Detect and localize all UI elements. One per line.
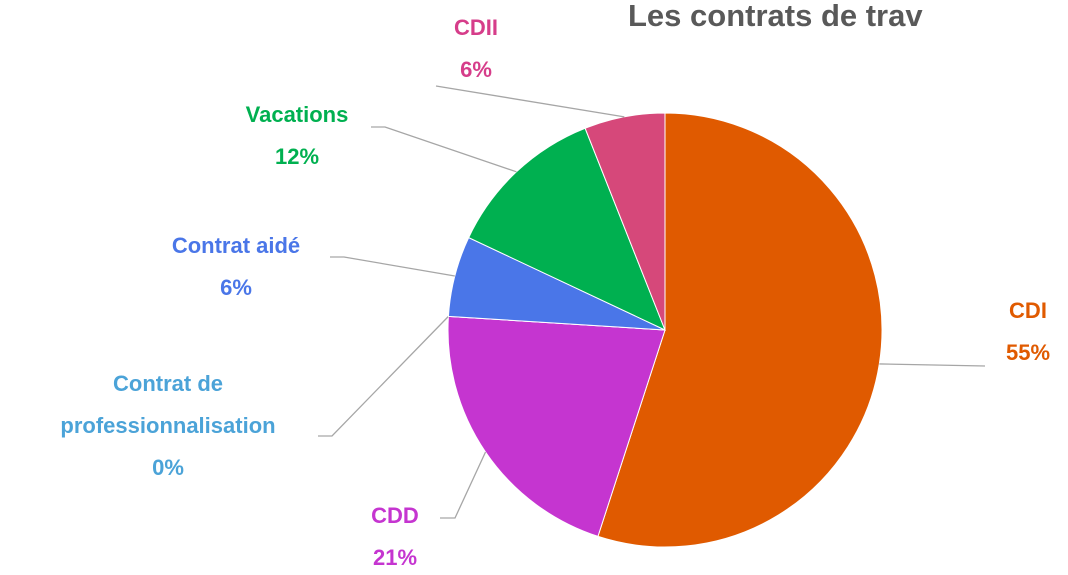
slice-label: Contrat aidé (171, 233, 301, 258)
slice-value-label: 6% (220, 275, 252, 300)
slice-label: CDD (371, 503, 419, 528)
pie-slice (467, 127, 666, 331)
pie-slice (447, 315, 666, 538)
slice-label: CDI (1009, 298, 1047, 323)
leader-line (318, 315, 449, 437)
leader-line (440, 451, 487, 519)
slice-value-label: 55% (1005, 340, 1051, 365)
slice-label: CDII (454, 15, 498, 40)
leader-line (330, 256, 455, 277)
slice-label: Contrat de professionnalisation (60, 371, 276, 438)
slice-value-label: 12% (274, 144, 320, 169)
leader-line (435, 85, 625, 118)
slice-value-label: 6% (460, 57, 492, 82)
leader-line (371, 126, 517, 173)
slice-value-label: 0% (152, 455, 184, 480)
leader-line (879, 363, 986, 367)
pie-slice (584, 112, 666, 331)
slice-value-label: 21% (372, 545, 418, 570)
slice-label: Vacations (245, 102, 349, 127)
chart-title: Les contrats de trav (628, 0, 923, 33)
